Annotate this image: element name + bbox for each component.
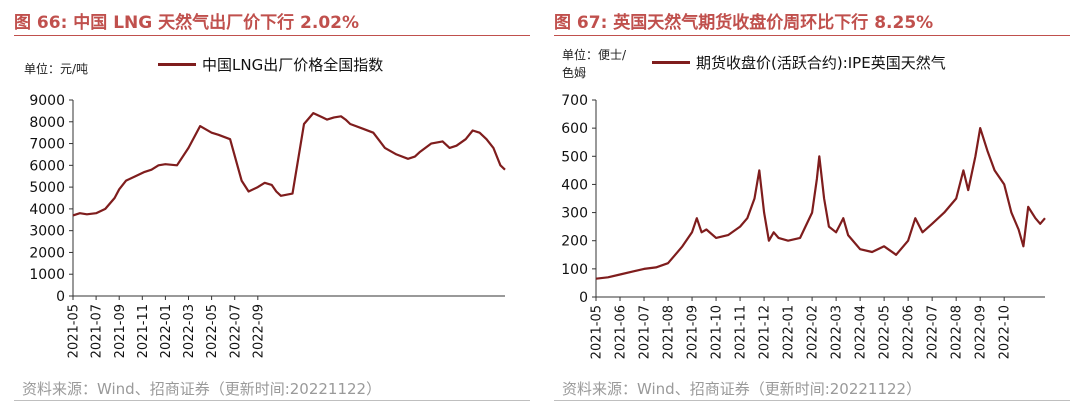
x-tick-label: 2022-04 [854, 305, 869, 359]
x-tick-label: 2022-08 [950, 305, 965, 359]
y-tick-label: 1000 [29, 267, 65, 283]
legend-label: 中国LNG出厂价格全国指数 [202, 56, 384, 74]
y-tick-label: 700 [561, 93, 588, 109]
chart-title: 图 66: 中国 LNG 天然气出厂价下行 2.02% [14, 13, 360, 33]
x-tick-label: 2021-10 [710, 305, 725, 359]
y-tick-label: 2000 [29, 245, 65, 261]
x-tick-label: 2022-01 [782, 305, 797, 359]
x-tick-label: 2021-08 [662, 305, 677, 359]
source-divider [554, 400, 1070, 401]
x-tick-label: 2021-09 [686, 305, 701, 359]
y-tick-label: 600 [561, 121, 588, 137]
y-tick-label: 7000 [29, 137, 65, 153]
legend: 期货收盘价(活跃合约):IPE英国天然气 [652, 52, 946, 73]
x-tick-label: 2021-11 [734, 305, 749, 359]
x-tick-label: 2022-10 [998, 305, 1013, 359]
x-tick-label: 2021-06 [614, 305, 629, 359]
legend: 中国LNG出厂价格全国指数 [158, 54, 383, 75]
chart-title: 图 67: 英国天然气期货收盘价周环比下行 8.25% [554, 13, 934, 33]
y-tick-label: 9000 [29, 93, 65, 109]
x-tick-label: 2021-12 [758, 305, 773, 359]
unit-label-line1: 单位：便士/ [562, 48, 627, 62]
x-tick-label: 2021-07 [90, 304, 105, 358]
x-tick-label: 2021-09 [113, 304, 128, 358]
y-tick-label: 3000 [29, 224, 65, 240]
y-tick-label: 4000 [29, 202, 65, 218]
legend-line-swatch [158, 63, 196, 66]
uk-gas-chart-plot: 0 100 200 300 400 500 600 700 2021-05 2021-06 2021… [561, 93, 1046, 359]
x-tick-label: 2022-09 [251, 304, 266, 358]
y-tick-label: 300 [561, 206, 588, 222]
series-line [595, 127, 1046, 280]
series-line [72, 111, 506, 217]
legend-line-swatch [652, 61, 690, 64]
title-divider [554, 35, 1070, 36]
y-tick-label: 0 [56, 289, 65, 305]
unit-label: 单位：元/吨 [24, 62, 89, 76]
x-tick-label: 2021-05 [590, 305, 605, 359]
x-tick-label: 2021-07 [638, 305, 653, 359]
x-tick-label: 2022-03 [182, 304, 197, 358]
x-tick-label: 2022-05 [878, 305, 893, 359]
legend-label: 期货收盘价(活跃合约):IPE英国天然气 [696, 54, 946, 72]
x-tick-label: 2022-09 [974, 305, 989, 359]
x-tick-label: 2022-02 [806, 305, 821, 359]
title-divider [14, 35, 530, 36]
y-tick-label: 8000 [29, 115, 65, 131]
y-tick-label: 0 [579, 290, 588, 306]
y-tick-label: 200 [561, 234, 588, 250]
x-tick-label: 2021-05 [67, 304, 82, 358]
x-tick-label: 2022-06 [902, 305, 917, 359]
chart-panel-uk-gas: 图 67: 英国天然气期货收盘价周环比下行 8.25% 单位：便士/ 色姆 期货… [540, 0, 1080, 411]
lng-chart-plot: 0 1000 2000 3000 4000 5000 6000 7000 8000 9000 202… [29, 93, 506, 358]
x-tick-label: 2022-05 [205, 304, 220, 358]
x-tick-label: 2022-07 [228, 304, 243, 358]
x-tick-label: 2022-01 [159, 304, 174, 358]
unit-label-line2: 色姆 [562, 66, 587, 80]
y-tick-label: 400 [561, 177, 588, 193]
unit-label: 单位：便士/ 色姆 [562, 46, 626, 82]
chart-panel-lng: 图 66: 中国 LNG 天然气出厂价下行 2.02% 单位：元/吨 中国LNG… [14, 13, 530, 401]
y-tick-label: 6000 [29, 158, 65, 174]
y-tick-label: 5000 [29, 180, 65, 196]
x-tick-label: 2021-11 [136, 304, 151, 358]
source-divider [14, 400, 530, 401]
y-tick-label: 100 [561, 262, 588, 278]
source-note: 资料来源：Wind、招商证券（更新时间:20221122） [22, 380, 382, 398]
x-tick-label: 2022-03 [830, 305, 845, 359]
x-tick-label: 2022-07 [926, 305, 941, 359]
y-tick-label: 500 [561, 149, 588, 165]
source-note: 资料来源：Wind、招商证券（更新时间:20221122） [562, 380, 922, 398]
